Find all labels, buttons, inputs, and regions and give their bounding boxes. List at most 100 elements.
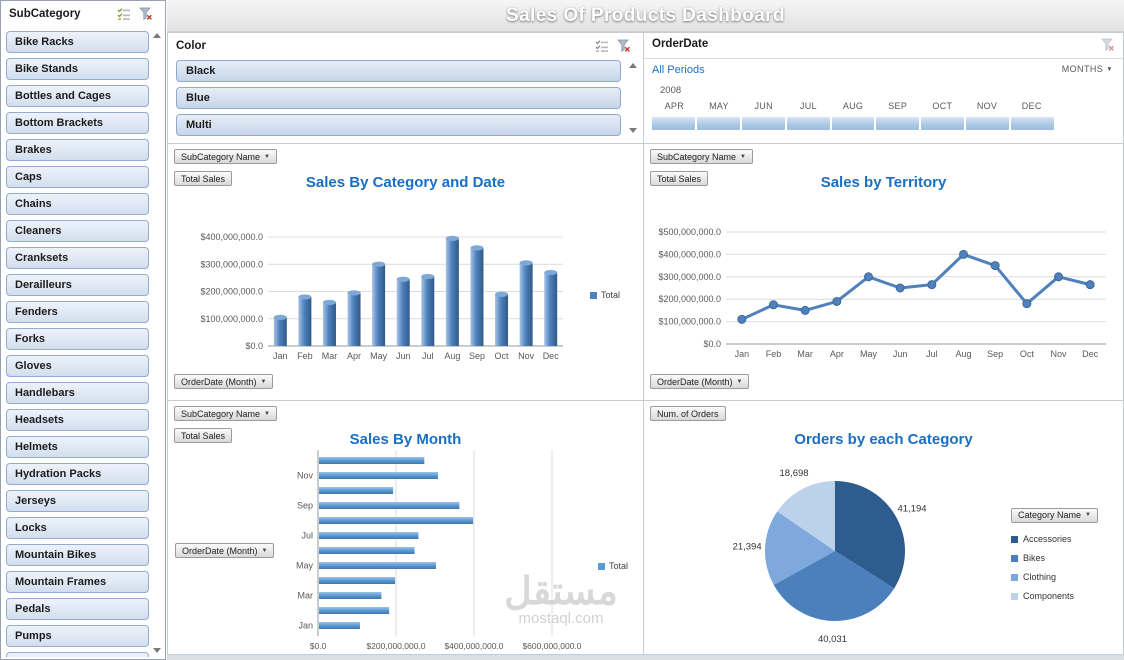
bar[interactable]: [319, 622, 360, 629]
slicer-item[interactable]: Derailleurs: [6, 274, 149, 296]
slicer-item[interactable]: Bottles and Cages: [6, 85, 149, 107]
bar[interactable]: [319, 532, 419, 539]
slicer-item[interactable]: Bike Racks: [6, 31, 149, 53]
data-point[interactable]: [1085, 280, 1095, 290]
slicer-item[interactable]: Locks: [6, 517, 149, 539]
bar[interactable]: [544, 272, 558, 346]
pie-slice[interactable]: [835, 481, 905, 589]
orderdate-month-field-button[interactable]: OrderDate (Month) ▼: [175, 543, 275, 558]
category-name-legend-button[interactable]: Category Name ▼: [1011, 507, 1098, 523]
timeline-selection-segment[interactable]: [741, 117, 785, 130]
bar[interactable]: [319, 607, 390, 614]
clear-filter-icon[interactable]: [139, 7, 153, 21]
slicer-item[interactable]: Road Bikes: [6, 652, 149, 657]
bar[interactable]: [319, 502, 460, 509]
scroll-up-icon[interactable]: [153, 33, 161, 38]
bar[interactable]: [372, 264, 386, 346]
timeline-selection-segment[interactable]: [921, 117, 965, 130]
timeline-selection-segment[interactable]: [831, 117, 875, 130]
data-point[interactable]: [990, 261, 1000, 271]
bar[interactable]: [319, 577, 396, 584]
timeline-selection-segment[interactable]: [696, 117, 740, 130]
total-sales-field-button[interactable]: Total Sales: [174, 171, 233, 186]
slicer-item[interactable]: Chains: [6, 193, 149, 215]
slicer-item[interactable]: Gloves: [6, 355, 149, 377]
bar[interactable]: [445, 238, 459, 346]
subcategory-name-field-button[interactable]: SubCategory Name ▼: [174, 406, 277, 421]
slicer-item[interactable]: Hydration Packs: [6, 463, 149, 485]
bar[interactable]: [298, 296, 312, 346]
slicer-item[interactable]: Black: [176, 60, 621, 82]
timeline-selection-segment[interactable]: [786, 117, 830, 130]
timeline-selection-bar[interactable]: [652, 117, 1055, 130]
data-point[interactable]: [927, 280, 937, 290]
slicer-item[interactable]: Mountain Bikes: [6, 544, 149, 566]
slicer-item[interactable]: Fenders: [6, 301, 149, 323]
multiselect-icon[interactable]: [117, 7, 131, 21]
bar[interactable]: [421, 276, 435, 346]
slicer-item[interactable]: Bike Stands: [6, 58, 149, 80]
bar[interactable]: [319, 487, 394, 494]
timeline-selection-segment[interactable]: [1011, 117, 1055, 130]
slicer-item[interactable]: Pumps: [6, 625, 149, 647]
bar[interactable]: [347, 292, 361, 346]
data-point[interactable]: [769, 300, 778, 310]
subcategory-name-field-button[interactable]: SubCategory Name ▼: [650, 149, 753, 164]
data-point[interactable]: [864, 272, 873, 282]
slicer-item[interactable]: Headsets: [6, 409, 149, 431]
timeline-selection-segment[interactable]: [966, 117, 1010, 130]
num-of-orders-field-button[interactable]: Num. of Orders: [650, 406, 726, 421]
bar[interactable]: [319, 562, 436, 569]
bar[interactable]: [495, 294, 509, 346]
clear-filter-icon[interactable]: [1101, 38, 1115, 52]
total-sales-field-button[interactable]: Total Sales: [174, 428, 233, 443]
slicer-item[interactable]: Mountain Frames: [6, 571, 149, 593]
slicer-item[interactable]: Helmets: [6, 436, 149, 458]
timeline-selection-segment[interactable]: [876, 117, 920, 130]
timeline-selection-segment[interactable]: [652, 117, 695, 130]
data-point[interactable]: [959, 249, 968, 259]
bar[interactable]: [319, 457, 425, 464]
bar[interactable]: [273, 317, 287, 346]
scroll-down-icon[interactable]: [153, 648, 161, 653]
subcategory-name-field-button[interactable]: SubCategory Name ▼: [174, 149, 277, 164]
bar[interactable]: [319, 517, 474, 524]
pie-slice[interactable]: [777, 481, 835, 551]
color-scrollbar[interactable]: [627, 61, 639, 135]
data-point[interactable]: [895, 283, 905, 293]
timeline-granularity-dropdown[interactable]: MONTHS ▼: [1062, 64, 1113, 74]
total-sales-field-button[interactable]: Total Sales: [650, 171, 709, 186]
pie-slice[interactable]: [765, 511, 835, 585]
subcategory-scrollbar[interactable]: [151, 31, 163, 655]
bar[interactable]: [319, 592, 382, 599]
slicer-item[interactable]: Forks: [6, 328, 149, 350]
bar[interactable]: [396, 279, 410, 346]
data-point[interactable]: [737, 314, 747, 324]
slicer-item[interactable]: Handlebars: [6, 382, 149, 404]
multiselect-icon[interactable]: [595, 39, 609, 53]
slicer-item[interactable]: Cleaners: [6, 220, 149, 242]
orderdate-month-field-button[interactable]: OrderDate (Month) ▼: [174, 374, 274, 389]
slicer-item[interactable]: Jerseys: [6, 490, 149, 512]
bar[interactable]: [470, 247, 484, 346]
data-point[interactable]: [1054, 272, 1063, 282]
slicer-item[interactable]: Brakes: [6, 139, 149, 161]
slicer-item[interactable]: Multi: [176, 114, 621, 136]
slicer-item[interactable]: Cranksets: [6, 247, 149, 269]
slicer-item[interactable]: Bottom Brackets: [6, 112, 149, 134]
slicer-item[interactable]: Caps: [6, 166, 149, 188]
scroll-down-icon[interactable]: [629, 128, 637, 133]
slicer-item[interactable]: Pedals: [6, 598, 149, 620]
data-point[interactable]: [832, 296, 842, 306]
data-point[interactable]: [1022, 299, 1032, 309]
orderdate-month-field-button[interactable]: OrderDate (Month) ▼: [650, 374, 750, 389]
bar[interactable]: [322, 302, 336, 346]
slicer-item[interactable]: Blue: [176, 87, 621, 109]
bar[interactable]: [519, 262, 533, 346]
bar[interactable]: [319, 547, 415, 554]
scroll-up-icon[interactable]: [629, 63, 637, 68]
bar[interactable]: [319, 472, 438, 479]
data-point[interactable]: [800, 305, 810, 315]
clear-filter-icon[interactable]: [617, 39, 631, 53]
pie-slice[interactable]: [773, 551, 895, 621]
